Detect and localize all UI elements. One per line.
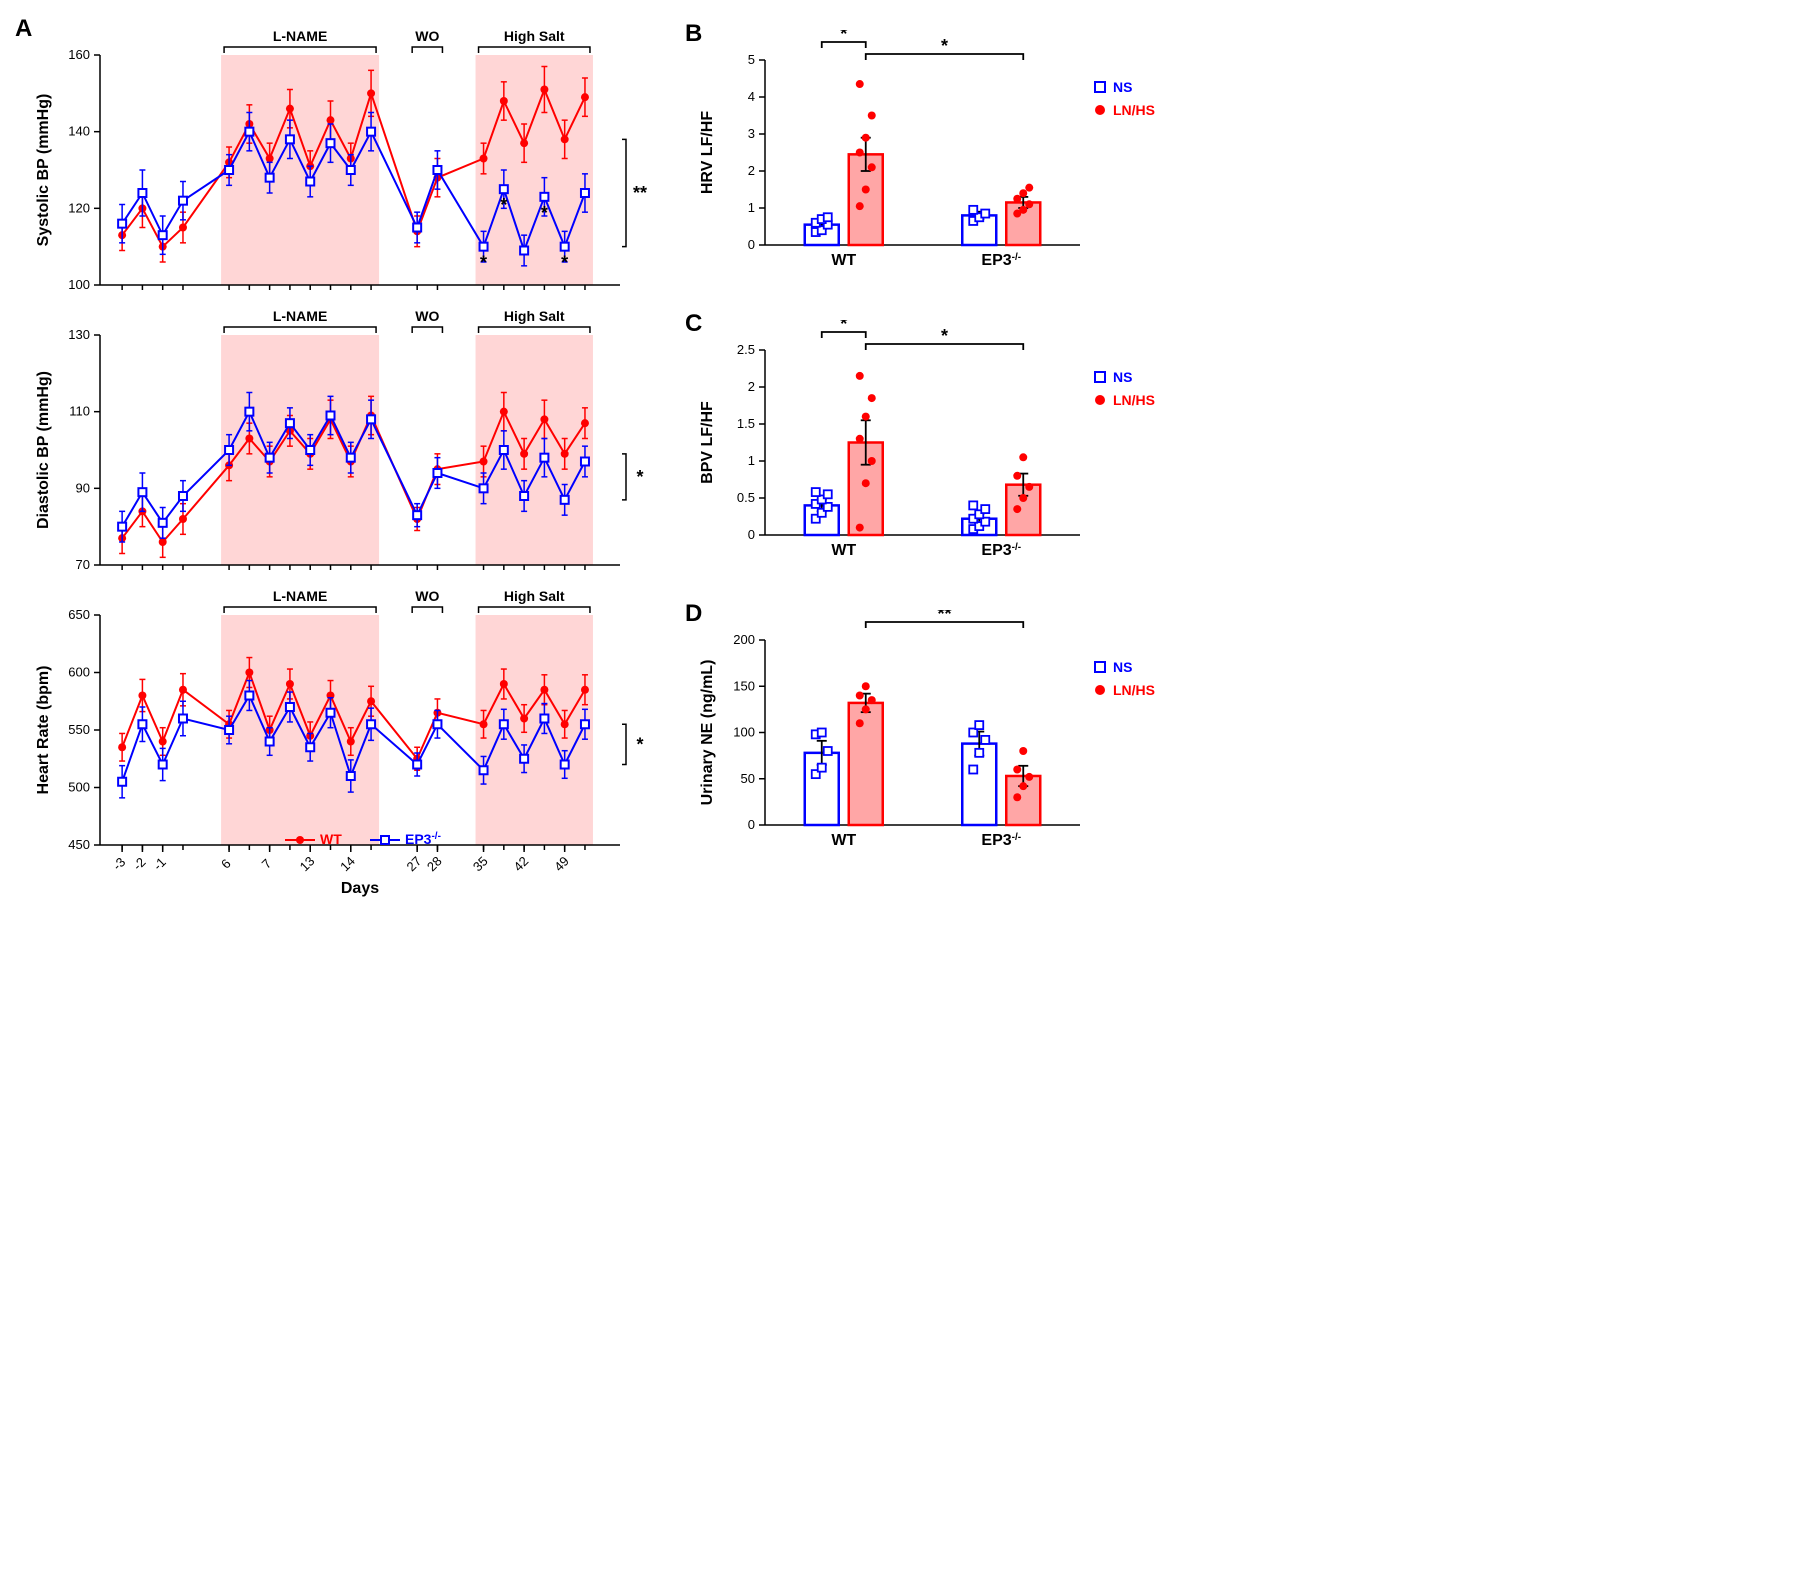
- svg-text:Systolic BP (mmHg): Systolic BP (mmHg): [35, 94, 52, 247]
- svg-text:130: 130: [68, 327, 90, 342]
- svg-text:6: 6: [218, 856, 234, 872]
- svg-text:13: 13: [297, 853, 318, 874]
- svg-text:*: *: [941, 36, 948, 56]
- panel-d-label: D: [685, 600, 702, 628]
- svg-text:*: *: [840, 320, 847, 334]
- svg-text:*: *: [636, 467, 643, 487]
- svg-text:2.5: 2.5: [737, 342, 755, 357]
- svg-text:WT: WT: [831, 252, 856, 269]
- svg-text:*: *: [541, 203, 548, 223]
- svg-text:70: 70: [76, 557, 90, 572]
- svg-text:50: 50: [741, 771, 755, 786]
- svg-text:NS: NS: [1113, 659, 1132, 675]
- svg-text:7: 7: [259, 856, 275, 872]
- panel-c: C 00.511.522.5BPV LF/HFWTEP3-/-**NSLN/HS: [690, 320, 1190, 580]
- svg-text:-2: -2: [130, 854, 149, 873]
- svg-text:-3: -3: [110, 854, 129, 873]
- svg-text:1: 1: [748, 453, 755, 468]
- svg-text:*: *: [480, 253, 487, 273]
- svg-text:NS: NS: [1113, 369, 1132, 385]
- svg-text:High Salt: High Salt: [504, 308, 565, 324]
- svg-text:*: *: [561, 253, 568, 273]
- svg-text:EP3-/-: EP3-/-: [981, 252, 1021, 270]
- svg-text:-1: -1: [150, 854, 169, 873]
- svg-text:160: 160: [68, 47, 90, 62]
- svg-text:200: 200: [733, 632, 755, 647]
- svg-text:110: 110: [69, 404, 90, 419]
- panel-a-label: A: [15, 15, 32, 43]
- svg-text:35: 35: [470, 853, 491, 874]
- svg-text:2: 2: [748, 379, 755, 394]
- svg-text:*: *: [840, 30, 847, 44]
- svg-text:L-NAME: L-NAME: [273, 308, 327, 324]
- svg-text:WT: WT: [831, 542, 856, 559]
- svg-text:0: 0: [748, 527, 755, 542]
- svg-text:5: 5: [748, 52, 755, 67]
- svg-text:4: 4: [748, 89, 755, 104]
- svg-text:WT: WT: [320, 831, 342, 847]
- svg-text:49: 49: [551, 853, 572, 874]
- svg-text:27: 27: [404, 853, 425, 874]
- svg-text:28: 28: [424, 853, 445, 874]
- svg-text:550: 550: [68, 722, 90, 737]
- svg-text:650: 650: [68, 607, 90, 622]
- panel-b: B 012345HRV LF/HFWTEP3-/-**NSLN/HS: [690, 30, 1190, 290]
- svg-text:*: *: [636, 734, 643, 754]
- svg-text:14: 14: [337, 853, 358, 874]
- svg-text:1.5: 1.5: [737, 416, 755, 431]
- svg-text:0: 0: [748, 237, 755, 252]
- svg-text:NS: NS: [1113, 79, 1132, 95]
- svg-text:3: 3: [748, 126, 755, 141]
- svg-text:0.5: 0.5: [737, 490, 755, 505]
- svg-text:100: 100: [68, 277, 90, 292]
- figure: A 100120140160Systolic BP (mmHg)L-NAMEWO…: [20, 20, 1780, 960]
- svg-text:500: 500: [68, 780, 90, 795]
- svg-text:100: 100: [733, 725, 755, 740]
- svg-text:**: **: [937, 610, 951, 624]
- svg-text:*: *: [941, 326, 948, 346]
- svg-text:WO: WO: [415, 308, 439, 324]
- svg-text:EP3-/-: EP3-/-: [981, 832, 1021, 850]
- svg-text:WT: WT: [831, 832, 856, 849]
- svg-text:WO: WO: [415, 28, 439, 44]
- panel-a-svg: 100 120 140 160 Systolic BP (mmHg) L-NAME WO Hi…: [20, 20, 660, 960]
- svg-text:BPV LF/HF: BPV LF/HF: [699, 401, 716, 484]
- svg-text:*: *: [500, 195, 507, 215]
- svg-text:600: 600: [68, 665, 90, 680]
- svg-text:0: 0: [748, 817, 755, 832]
- panel-c-label: C: [685, 310, 702, 338]
- svg-text:Diastolic BP (mmHg): Diastolic BP (mmHg): [35, 371, 52, 529]
- svg-text:LN/HS: LN/HS: [1113, 392, 1155, 408]
- panel-d-svg: 0 50 100 150 200 Urinary NE (ng/mL) WT EP3-/- **…: [690, 610, 1190, 870]
- svg-text:High Salt: High Salt: [504, 588, 565, 604]
- svg-text:HRV LF/HF: HRV LF/HF: [699, 111, 716, 194]
- panel-b-svg: 0 1 2 3 4 5 HRV LF/HF WT EP3-/- * * NS LN/HS: [690, 30, 1190, 290]
- svg-text:1: 1: [748, 200, 755, 215]
- svg-text:High Salt: High Salt: [504, 28, 565, 44]
- svg-text:2: 2: [748, 163, 755, 178]
- svg-text:L-NAME: L-NAME: [273, 588, 327, 604]
- svg-text:450: 450: [68, 837, 90, 852]
- svg-text:WO: WO: [415, 588, 439, 604]
- panel-a: A 100120140160Systolic BP (mmHg)L-NAMEWO…: [20, 20, 660, 960]
- svg-text:120: 120: [68, 200, 90, 215]
- svg-text:140: 140: [68, 124, 90, 139]
- svg-text:Heart Rate (bpm): Heart Rate (bpm): [35, 666, 52, 795]
- svg-text:Urinary NE (ng/mL): Urinary NE (ng/mL): [699, 660, 716, 806]
- svg-text:150: 150: [733, 678, 755, 693]
- panel-d: D 050100150200Urinary NE (ng/mL)WTEP3-/-…: [690, 610, 1190, 870]
- svg-text:**: **: [633, 183, 647, 203]
- svg-text:L-NAME: L-NAME: [273, 28, 327, 44]
- panel-b-label: B: [685, 20, 702, 48]
- svg-text:EP3-/-: EP3-/-: [981, 542, 1021, 560]
- svg-text:42: 42: [511, 853, 532, 874]
- panel-c-svg: 0 0.5 1 1.5 2 2.5 BPV LF/HF WT EP3-/- * * NS LN/HS: [690, 320, 1190, 580]
- svg-text:LN/HS: LN/HS: [1113, 682, 1155, 698]
- svg-text:Days: Days: [341, 880, 379, 897]
- left-column: A 100120140160Systolic BP (mmHg)L-NAMEWO…: [20, 20, 660, 960]
- svg-text:90: 90: [76, 480, 90, 495]
- svg-text:LN/HS: LN/HS: [1113, 102, 1155, 118]
- right-column: B 012345HRV LF/HFWTEP3-/-**NSLN/HS C 00.…: [690, 20, 1190, 960]
